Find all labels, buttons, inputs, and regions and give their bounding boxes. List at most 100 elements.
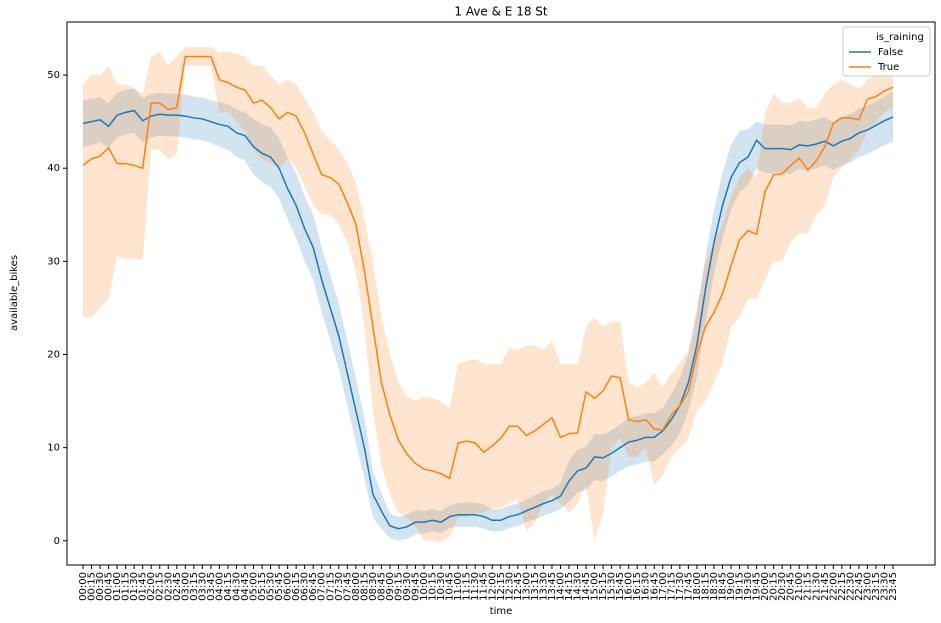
x-tick-label: 04:00 (214, 572, 225, 601)
x-tick-label: 00:00 (78, 572, 89, 601)
x-tick-label: 19:15 (735, 572, 746, 601)
x-tick-label: 02:00 (146, 572, 157, 601)
line (82, 109, 894, 530)
x-tick-label: 08:45 (376, 572, 387, 601)
x-tick-label: 17:45 (683, 572, 694, 601)
x-tick-label: 01:15 (121, 572, 132, 601)
y-tick-label: 50 (47, 70, 60, 81)
x-tick-label: 15:00 (590, 572, 601, 601)
x-tick-label: 20:30 (777, 572, 788, 601)
x-tick-label: 00:30 (95, 572, 106, 601)
y-axis-label: available_bikes (9, 255, 20, 331)
x-tick-label: 09:15 (393, 572, 404, 601)
x-tick-label: 07:00 (317, 572, 328, 601)
x-tick-label: 12:45 (513, 572, 524, 601)
legend-label: False (878, 47, 903, 58)
legend-label: True (877, 62, 899, 73)
x-tick-label: 16:30 (641, 572, 652, 601)
x-tick-label: 12:30 (504, 572, 515, 601)
x-tick-label: 01:30 (129, 572, 140, 601)
x-tick-label: 03:00 (180, 572, 191, 601)
x-tick-label: 13:45 (547, 572, 558, 601)
legend: is_raining False True (842, 26, 931, 77)
x-tick-label: 23:00 (862, 572, 873, 601)
x-tick-label: 11:45 (479, 572, 490, 601)
x-tick-label: 17:00 (658, 572, 669, 601)
x-tick-label: 09:30 (402, 572, 413, 601)
x-tick-label: 14:15 (564, 572, 575, 601)
x-tick-label: 02:30 (163, 572, 174, 601)
x-tick-label: 08:15 (359, 572, 370, 601)
legend-box (842, 26, 931, 77)
x-tick-label: 10:30 (436, 572, 447, 601)
x-tick-label: 19:45 (752, 572, 763, 601)
x-tick-label: 10:15 (428, 572, 439, 601)
x-tick-label: 22:45 (854, 572, 865, 601)
x-tick-label: 05:30 (266, 572, 277, 601)
confidence-band (83, 88, 893, 541)
x-tick-label: 02:15 (155, 572, 166, 601)
x-tick-label: 06:00 (283, 572, 294, 601)
x-tick-label: 01:45 (138, 572, 149, 601)
x-tick-label: 23:45 (888, 572, 899, 601)
x-tick-label: 13:15 (530, 572, 541, 601)
x-tick-label: 16:00 (624, 572, 635, 601)
x-tick-label: 22:00 (828, 572, 839, 601)
x-tick-label: 11:00 (453, 572, 464, 601)
x-tick-label: 22:30 (845, 572, 856, 601)
x-tick-label: 07:15 (325, 572, 336, 601)
x-tick-label: 03:30 (197, 572, 208, 601)
x-tick-label: 16:15 (632, 572, 643, 601)
x-axis-label: time (490, 606, 513, 617)
x-tick-label: 00:15 (87, 572, 98, 601)
x-tick-label: 03:45 (206, 572, 217, 601)
x-tick-label: 15:45 (615, 572, 626, 601)
x-tick-label: 01:00 (112, 572, 123, 601)
x-tick-label: 17:15 (666, 572, 677, 601)
x-tick-label: 21:00 (794, 572, 805, 601)
x-tick-label: 00:45 (104, 572, 115, 601)
x-tick-label: 05:45 (274, 572, 285, 601)
x-tick-label: 07:45 (342, 572, 353, 601)
x-tick-label: 06:15 (291, 572, 302, 601)
x-tick-label: 13:00 (521, 572, 532, 601)
x-tick-label: 10:00 (419, 572, 430, 601)
x-tick-label: 20:15 (769, 572, 780, 601)
x-tick-label: 06:30 (300, 572, 311, 601)
y-tick-label: 10 (47, 443, 60, 454)
x-tick-label: 22:15 (837, 572, 848, 601)
x-tick-label: 17:30 (675, 572, 686, 601)
x-tick-label: 14:30 (573, 572, 584, 601)
x-tick-label: 04:30 (231, 572, 242, 601)
x-tick-label: 03:15 (189, 572, 200, 601)
x-tick-label: 20:45 (786, 572, 797, 601)
x-tick-label: 09:00 (385, 572, 396, 601)
x-tick-label: 09:45 (411, 572, 422, 601)
x-tick-label: 12:00 (487, 572, 498, 601)
y-tick-label: 0 (54, 536, 60, 547)
x-tick-label: 05:00 (249, 572, 260, 601)
x-tick-label: 13:30 (538, 572, 549, 601)
legend-title: is_raining (876, 32, 924, 43)
line (82, 55, 894, 480)
y-tick-label: 30 (47, 256, 60, 267)
x-tick-label: 21:45 (820, 572, 831, 601)
x-tick-label: 18:45 (717, 572, 728, 601)
x-tick-label: 08:30 (368, 572, 379, 601)
x-tick-label: 05:15 (257, 572, 268, 601)
plot-frame (66, 21, 936, 566)
confidence-band (83, 47, 893, 543)
x-tick-label: 12:15 (496, 572, 507, 601)
x-tick-label: 18:00 (692, 572, 703, 601)
x-tick-label: 14:45 (581, 572, 592, 601)
x-tick-label: 23:30 (879, 572, 890, 601)
x-tick-label: 02:45 (172, 572, 183, 601)
x-tick-label: 19:30 (743, 572, 754, 601)
x-tick-label: 14:00 (555, 572, 566, 601)
y-tick-label: 40 (47, 163, 60, 174)
x-tick-label: 18:15 (700, 572, 711, 601)
x-tick-label: 15:15 (598, 572, 609, 601)
x-tick-label: 21:30 (811, 572, 822, 601)
x-tick-label: 21:15 (803, 572, 814, 601)
